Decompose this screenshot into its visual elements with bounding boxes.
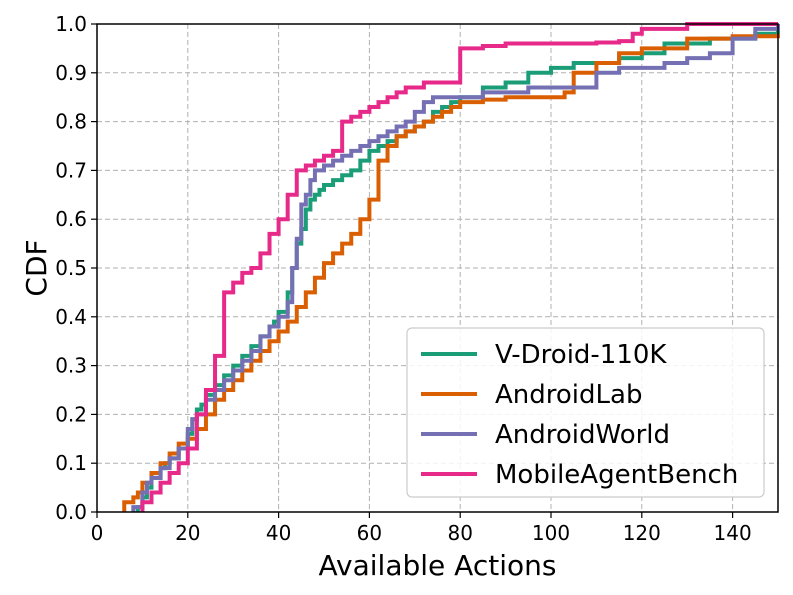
- legend-label-androidlab: AndroidLab: [495, 380, 642, 410]
- series-line-androidworld: [131, 24, 780, 512]
- y-tick-label-5: 0.5: [55, 256, 87, 280]
- y-tick-label-6: 0.6: [55, 207, 87, 231]
- legend-box: [406, 327, 765, 498]
- y-tick-label-4: 0.4: [55, 305, 87, 329]
- legend: V-Droid-110K AndroidLab AndroidWorld Mobile…: [406, 327, 765, 498]
- legend-label-androidworld: AndroidWorld: [495, 420, 670, 450]
- y-tick-label-8: 0.8: [55, 110, 87, 134]
- ticks-layer: 0 20 40 60 80 100 120 140 0.0 0.1 0.2 0.3 0.4 0.5 0.6 0…: [55, 12, 752, 545]
- x-tick-label-1: 20: [175, 521, 200, 545]
- y-tick-label-2: 0.2: [55, 402, 87, 426]
- legend-label-mobileagentbench: MobileAgentBench: [495, 460, 738, 490]
- x-tick-label-7: 140: [714, 521, 752, 545]
- y-tick-label-0: 0.0: [55, 500, 87, 524]
- y-tick-label-9: 0.9: [55, 61, 87, 85]
- x-tick-label-3: 60: [357, 521, 382, 545]
- x-tick-label-4: 80: [447, 521, 472, 545]
- series-line-mobileagentbench: [140, 22, 778, 512]
- y-tick-label-3: 0.3: [55, 354, 87, 378]
- y-axis-label: CDF: [20, 239, 53, 296]
- y-tick-label-1: 0.1: [55, 451, 87, 475]
- series-layer: [122, 22, 780, 512]
- y-tick-label-10: 1.0: [55, 12, 87, 36]
- x-tick-label-0: 0: [91, 521, 104, 545]
- x-tick-label-6: 120: [623, 521, 661, 545]
- legend-label-v-droid-110k: V-Droid-110K: [495, 340, 667, 370]
- y-tick-label-7: 0.7: [55, 158, 87, 182]
- x-axis-label: Available Actions: [319, 549, 557, 582]
- x-tick-label-2: 40: [266, 521, 291, 545]
- x-tick-label-5: 100: [532, 521, 570, 545]
